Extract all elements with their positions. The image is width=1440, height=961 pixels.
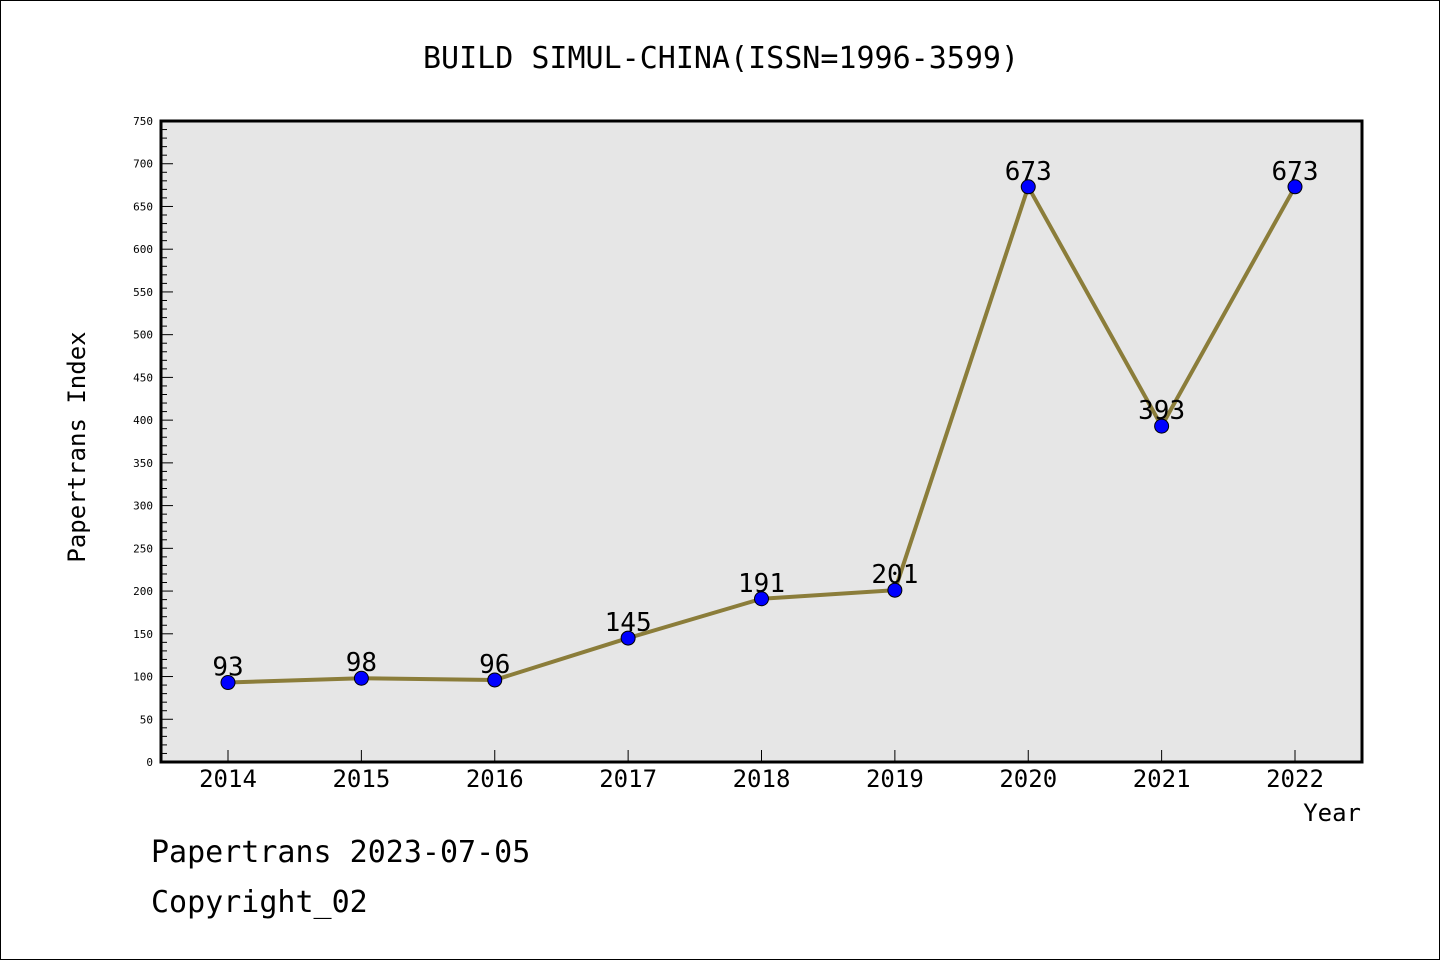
data-label: 93 [212, 653, 243, 683]
x-tick-label: 2019 [866, 765, 924, 793]
y-tick-label: 500 [133, 329, 153, 342]
y-tick-label: 600 [133, 243, 153, 256]
y-tick-label: 750 [133, 115, 153, 128]
data-point [487, 672, 503, 688]
x-axis-label: Year [1303, 799, 1361, 827]
y-tick-label: 650 [133, 200, 153, 213]
y-axis-label: Papertrans Index [63, 331, 91, 562]
plot-area [161, 121, 1362, 762]
footer-date: Papertrans 2023-07-05 [151, 835, 531, 870]
x-tick-label: 2022 [1266, 765, 1324, 793]
data-point [754, 591, 769, 607]
y-tick-label: 200 [133, 585, 153, 598]
y-tick-label: 150 [133, 628, 153, 641]
y-tick-label: 0 [146, 756, 153, 769]
data-label: 98 [346, 648, 377, 678]
data-label: 201 [871, 560, 918, 590]
y-tick-label: 400 [133, 414, 153, 427]
x-tick-label: 2014 [199, 765, 257, 793]
x-tick-label: 2015 [332, 765, 390, 793]
y-tick-label: 700 [133, 158, 153, 171]
y-tick-label: 100 [133, 671, 153, 684]
x-tick-label: 2017 [599, 765, 657, 793]
y-tick-label: 450 [133, 371, 153, 384]
chart-title: BUILD SIMUL-CHINA(ISSN=1996-3599) [423, 41, 1019, 76]
data-point [1287, 179, 1303, 195]
x-tick-label: 2016 [466, 765, 524, 793]
data-point [620, 630, 636, 646]
x-tick-label: 2020 [999, 765, 1057, 793]
x-tick-label: 2018 [733, 765, 791, 793]
footer-copyright: Copyright_02 [151, 885, 368, 920]
data-label: 145 [605, 608, 652, 638]
y-tick-label: 250 [133, 542, 153, 555]
y-tick-label: 350 [133, 457, 153, 470]
data-label: 393 [1138, 396, 1185, 426]
y-tick-label: 300 [133, 500, 153, 513]
data-point [220, 675, 236, 691]
x-tick-label: 2021 [1133, 765, 1191, 793]
data-point [1154, 418, 1170, 434]
data-label: 673 [1005, 157, 1052, 187]
data-point [887, 582, 903, 598]
y-tick-label: 50 [140, 713, 153, 726]
data-label: 96 [479, 650, 510, 680]
data-label: 191 [738, 569, 785, 599]
data-point [1020, 179, 1036, 195]
data-point [353, 670, 369, 686]
y-tick-label: 550 [133, 286, 153, 299]
data-label: 673 [1272, 157, 1319, 187]
